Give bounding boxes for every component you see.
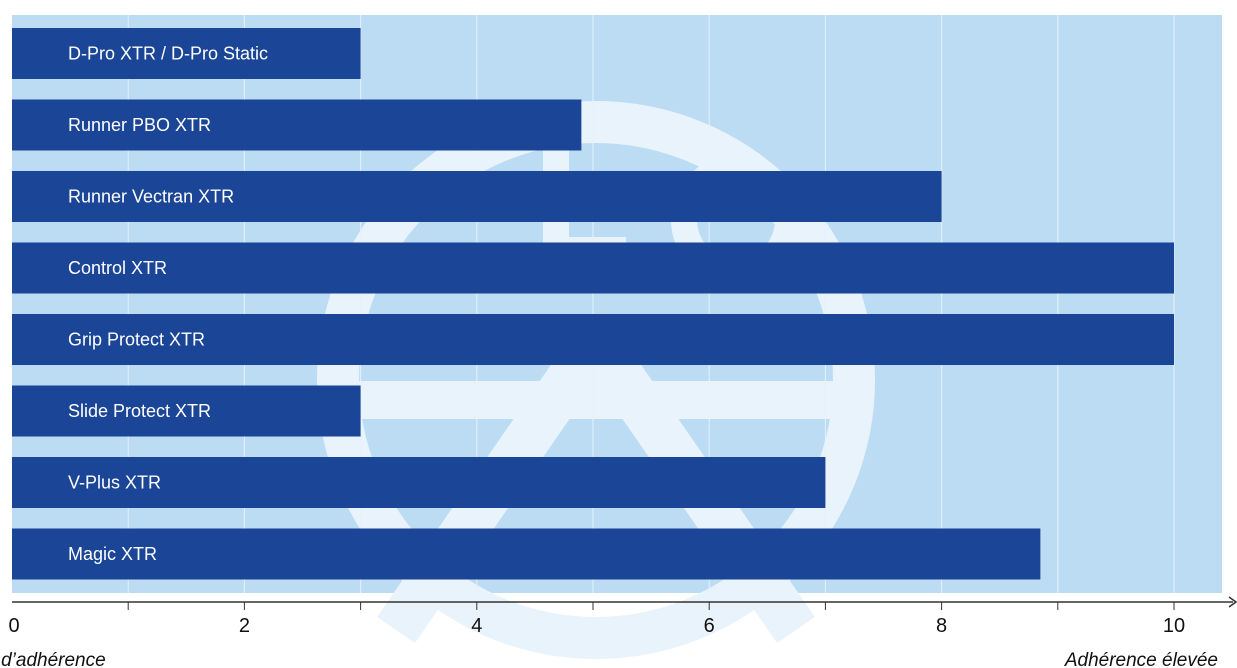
watermark-ring bbox=[317, 101, 875, 659]
tick-label: 4 bbox=[471, 615, 482, 637]
logo-watermark-icon bbox=[317, 101, 875, 659]
bar bbox=[12, 28, 361, 79]
bar bbox=[12, 242, 1174, 294]
tick-label: 6 bbox=[704, 615, 715, 637]
bar-label: D-Pro XTR / D-Pro Static bbox=[68, 44, 268, 64]
bar bbox=[12, 528, 1041, 580]
bar-label: Grip Protect XTR bbox=[68, 330, 205, 350]
tick-label: 8 bbox=[936, 615, 947, 637]
x-axis-caption-left: Peu d’adhérence bbox=[0, 650, 106, 668]
axis-arrow-icon bbox=[1228, 596, 1237, 608]
x-axis-caption-right: Adhérence élevée bbox=[1064, 650, 1218, 668]
bar-label: Slide Protect XTR bbox=[68, 401, 211, 421]
x-axis: 0 2 4 6 8 10 bbox=[8, 596, 1237, 637]
bar bbox=[12, 457, 826, 508]
bar-label: Control XTR bbox=[68, 258, 167, 278]
tick-label: 2 bbox=[239, 615, 250, 637]
bar-label: V-Plus XTR bbox=[68, 473, 161, 493]
bar-label: Magic XTR bbox=[68, 544, 157, 564]
bar bbox=[12, 171, 942, 222]
bar-label: Runner Vectran XTR bbox=[68, 187, 234, 207]
tick-label: 10 bbox=[1163, 615, 1185, 637]
bar bbox=[12, 99, 582, 151]
bar bbox=[12, 314, 1174, 365]
bar bbox=[12, 385, 361, 437]
bar-label: Runner PBO XTR bbox=[68, 115, 211, 135]
tick-label: 0 bbox=[8, 615, 19, 637]
bars-group: D-Pro XTR / D-Pro Static Runner PBO XTR Ru… bbox=[12, 28, 1174, 580]
